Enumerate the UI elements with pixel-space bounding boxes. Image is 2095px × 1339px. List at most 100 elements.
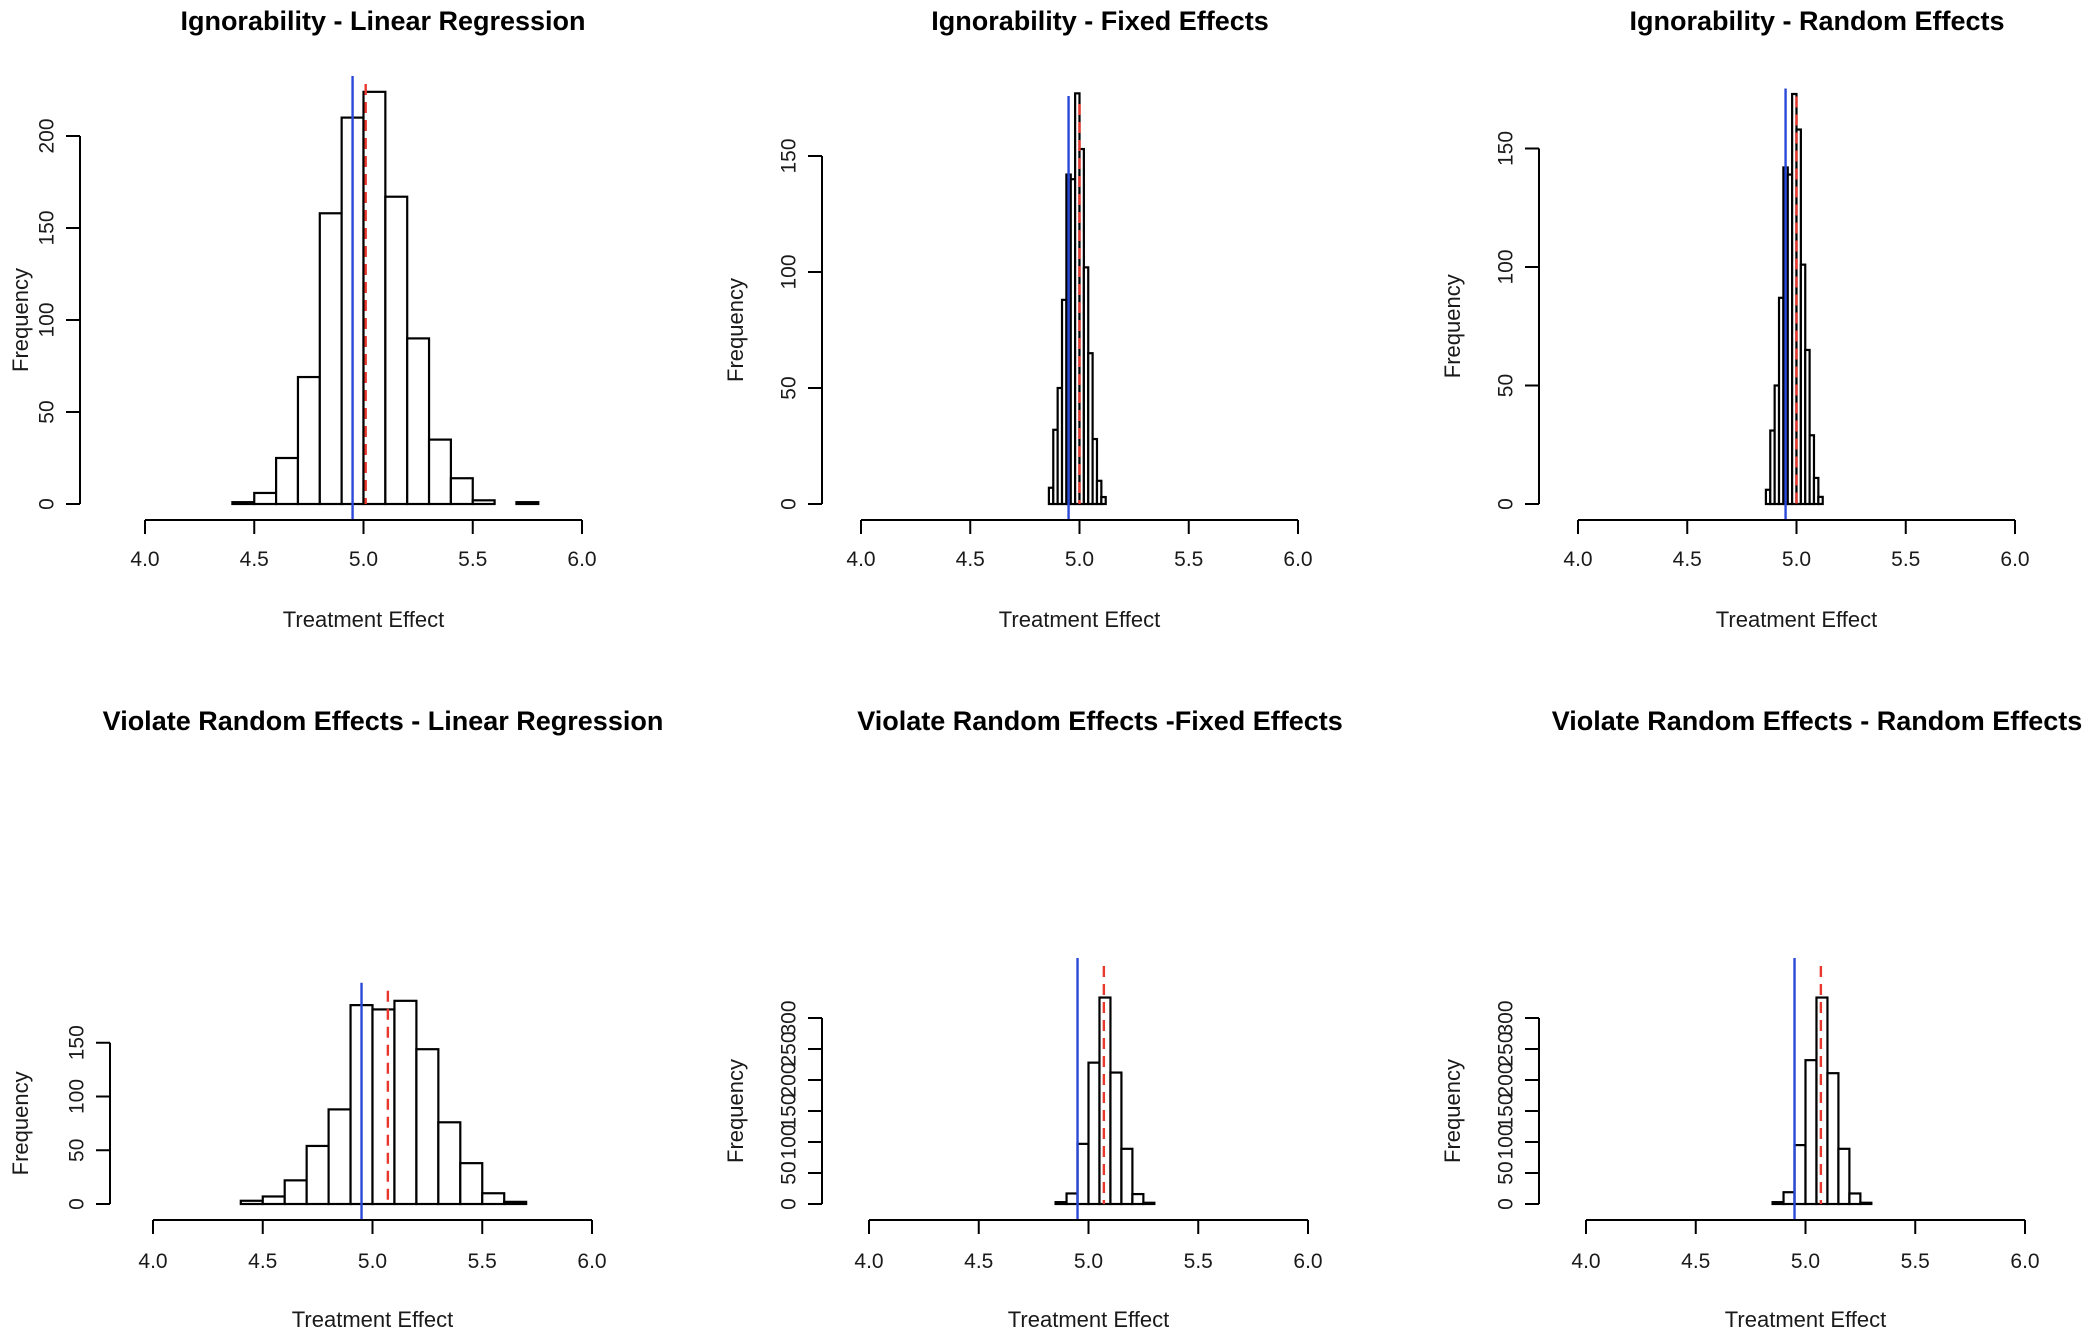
y-tick-label: 250 [1495, 1031, 1518, 1066]
y-tick-label: 0 [778, 1198, 801, 1210]
y-tick-label: 150 [778, 138, 801, 173]
chart-title: Violate Random Effects - Random Effects [1552, 706, 2083, 736]
histogram-bar [296, 375, 321, 506]
x-tick-label: 5.0 [1782, 548, 1811, 571]
x-tick-label: 4.0 [130, 548, 159, 571]
x-tick-label: 6.0 [2000, 548, 2029, 571]
y-tick-label: 200 [36, 118, 59, 153]
histogram-bar [427, 438, 452, 506]
y-tick-label: 50 [1495, 374, 1518, 397]
histogram-bar [1142, 1201, 1156, 1206]
x-tick-label: 6.0 [1283, 548, 1312, 571]
histogram-bar [415, 1048, 440, 1206]
histogram-bar [481, 1192, 506, 1206]
y-tick-label: 100 [778, 254, 801, 289]
histogram-bar [459, 1162, 484, 1206]
y-tick-label: 150 [1495, 131, 1518, 166]
x-tick-label: 4.0 [1563, 548, 1592, 571]
histogram-bar [1120, 1147, 1134, 1206]
x-tick-label: 4.0 [854, 1250, 883, 1273]
y-tick-label: 200 [1495, 1062, 1518, 1097]
x-tick-label: 4.5 [964, 1250, 993, 1273]
y-tick-label: 200 [778, 1062, 801, 1097]
chart-panel-2: Ignorability - Fixed Effects 4.0 4.5 5.0 5.5… [723, 6, 1313, 632]
histogram-bar [449, 477, 474, 506]
chart-panel-5: Violate Random Effects -Fixed Effects 4.0… [723, 706, 1343, 1332]
x-tick-label: 4.5 [240, 548, 269, 571]
histogram-bar [253, 491, 278, 506]
histogram-bar [275, 456, 300, 506]
chart-panel-4: Violate Random Effects - Linear Regressi… [8, 706, 664, 1332]
y-tick-label: 100 [66, 1079, 89, 1114]
histogram-bar [1826, 1072, 1840, 1206]
histogram-bar [1131, 1192, 1145, 1206]
y-tick-label: 100 [778, 1124, 801, 1159]
chart-title: Violate Random Effects - Linear Regressi… [103, 706, 664, 736]
histogram-bar [1817, 495, 1824, 506]
y-axis-label: Frequency [1440, 274, 1465, 378]
x-tick-label: 5.5 [1184, 1250, 1213, 1273]
y-tick-label: 50 [66, 1139, 89, 1162]
histogram-bar [1793, 1143, 1807, 1206]
x-tick-label: 4.0 [846, 548, 875, 571]
y-tick-label: 300 [778, 1000, 801, 1035]
y-tick-label: 100 [1495, 249, 1518, 284]
x-axis-label: Treatment Effect [1008, 1307, 1169, 1332]
y-tick-label: 300 [1495, 1000, 1518, 1035]
chart-title: Ignorability - Linear Regression [180, 6, 585, 36]
histogram-bar [1812, 476, 1820, 506]
histogram-bar [362, 90, 387, 506]
histogram-bar [384, 195, 409, 506]
y-tick-label: 150 [36, 210, 59, 245]
x-tick-label: 4.5 [1681, 1250, 1710, 1273]
chart-panel-6: Violate Random Effects - Random Effects 4… [1440, 706, 2082, 1332]
histogram-bar [1095, 479, 1103, 506]
y-tick-label: 150 [66, 1025, 89, 1060]
x-tick-label: 5.0 [358, 1250, 387, 1273]
histogram-bar [515, 501, 540, 506]
x-tick-label: 5.5 [1174, 548, 1203, 571]
histogram-bar [1091, 437, 1099, 506]
histogram-bar [283, 1179, 308, 1206]
x-tick-label: 4.0 [1571, 1250, 1600, 1273]
histogram-bar [406, 337, 431, 506]
y-tick-label: 100 [1495, 1124, 1518, 1159]
y-axis-label: Frequency [723, 1059, 748, 1163]
y-tick-label: 50 [778, 376, 801, 399]
y-axis-label: Frequency [723, 278, 748, 382]
x-axis-label: Treatment Effect [999, 607, 1160, 632]
histogram-bar [471, 499, 496, 506]
histogram-bar [1848, 1192, 1862, 1206]
histogram-bar [1109, 1071, 1123, 1206]
x-tick-label: 4.5 [956, 548, 985, 571]
y-tick-label: 50 [778, 1161, 801, 1184]
histogram-bar [1087, 352, 1094, 506]
y-tick-label: 50 [36, 400, 59, 423]
y-tick-label: 50 [1495, 1161, 1518, 1184]
histogram-bar [1771, 1201, 1785, 1206]
x-axis-label: Treatment Effect [1716, 607, 1877, 632]
histogram-bar [1859, 1201, 1873, 1206]
histogram-bar [239, 1199, 264, 1206]
x-tick-label: 5.5 [1891, 548, 1920, 571]
y-axis-label: Frequency [1440, 1059, 1465, 1163]
histogram-bar [1065, 1192, 1079, 1206]
chart-title: Ignorability - Random Effects [1629, 6, 2004, 36]
histogram-bar [305, 1144, 330, 1206]
y-tick-label: 0 [778, 498, 801, 510]
histogram-bar [1100, 495, 1107, 506]
histogram-bar [1808, 434, 1816, 506]
y-tick-label: 150 [1495, 1093, 1518, 1128]
y-tick-label: 150 [778, 1093, 801, 1128]
histogram-bar [371, 1008, 396, 1206]
histogram-bar [1804, 348, 1811, 506]
histogram-bar [1804, 1059, 1818, 1206]
y-tick-label: 0 [1495, 498, 1518, 510]
histogram-bar [393, 999, 418, 1206]
x-tick-label: 5.5 [458, 548, 487, 571]
y-tick-label: 0 [36, 498, 59, 510]
x-tick-label: 5.0 [1065, 548, 1094, 571]
x-tick-label: 5.0 [349, 548, 378, 571]
x-axis-label: Treatment Effect [283, 607, 444, 632]
